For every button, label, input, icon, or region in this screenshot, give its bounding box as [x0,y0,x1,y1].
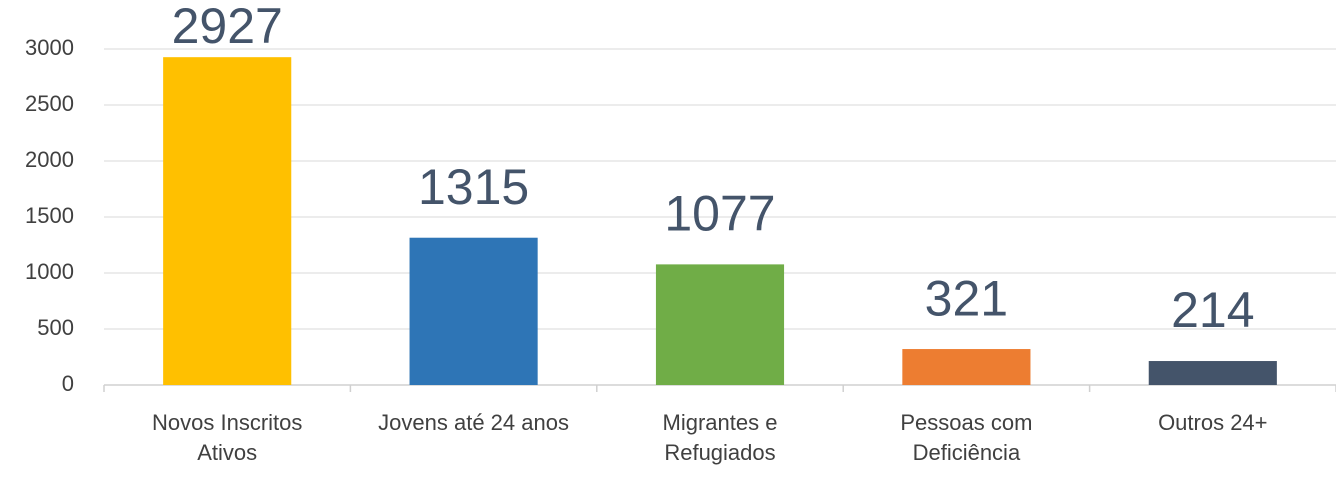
bar [902,349,1031,385]
x-tick-label-box: Outros 24+ [1158,410,1268,435]
x-tick-label: Novos Inscritos Ativos [152,410,303,465]
data-label: 1315 [418,159,529,215]
x-tick-label: Jovens até 24 anos [378,410,569,435]
x-tick-label: Pessoas com Deficiência [900,410,1033,465]
y-tick-label: 2000 [25,147,74,172]
y-tick-label: 0 [62,371,74,396]
bar [655,264,785,385]
y-tick-label: 500 [37,315,74,340]
x-tick-label-box: Migrantes e Refugiados [662,410,778,465]
y-tick-label: 1000 [25,259,74,284]
data-label: 214 [1171,282,1254,338]
bar [409,237,538,385]
y-tick-label: 3000 [25,35,74,60]
x-tick-label-box: Jovens até 24 anos [378,410,569,435]
bar [1148,361,1277,385]
bar [163,57,292,386]
data-label: 2927 [172,0,283,54]
x-tick-label: Outros 24+ [1158,410,1268,435]
y-tick-label: 1500 [25,203,74,228]
data-label: 321 [925,270,1008,326]
x-tick-label: Migrantes e Refugiados [662,410,778,465]
data-label: 1077 [664,186,775,242]
x-tick-label-box: Novos Inscritos Ativos [152,410,303,465]
x-tick-label-box: Pessoas com Deficiência [900,410,1033,465]
y-tick-label: 2500 [25,91,74,116]
